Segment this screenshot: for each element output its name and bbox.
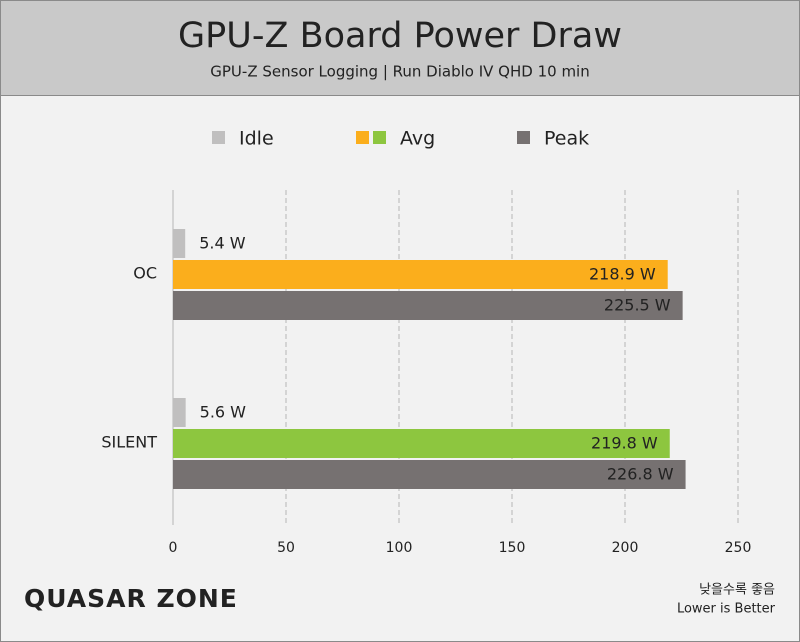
y-tick-label: SILENT	[101, 433, 157, 452]
bar	[173, 398, 186, 427]
chart-subtitle: GPU-Z Sensor Logging | Run Diablo IV QHD…	[210, 63, 589, 81]
annotation: 낮을수록 좋음	[699, 583, 775, 598]
legend-swatch	[356, 131, 369, 144]
legend-label: Avg	[400, 128, 435, 150]
data-label: 219.8 W	[591, 434, 658, 453]
x-tick-label: 100	[386, 540, 413, 556]
x-tick-label: 250	[725, 540, 752, 556]
legend-label: Peak	[544, 128, 589, 150]
legend-swatch	[212, 131, 225, 144]
chart-title: GPU-Z Board Power Draw	[178, 16, 622, 56]
legend-label: Idle	[239, 128, 274, 150]
legend-swatch	[373, 131, 386, 144]
data-label: 226.8 W	[607, 465, 674, 484]
bar	[173, 291, 683, 320]
x-tick-label: 0	[169, 540, 178, 556]
bar	[173, 229, 186, 258]
data-label: 5.4 W	[199, 234, 246, 253]
x-tick-label: 200	[612, 540, 639, 556]
logo: QUASAR ZONE	[24, 584, 238, 613]
legend-swatch	[517, 131, 530, 144]
x-tick-label: 50	[277, 540, 295, 556]
bar	[173, 429, 670, 458]
annotation: Lower is Better	[677, 602, 776, 617]
bar	[173, 260, 668, 289]
data-label: 225.5 W	[604, 296, 671, 315]
data-label: 5.6 W	[200, 403, 247, 422]
x-tick-label: 150	[499, 540, 526, 556]
header	[0, 0, 800, 95]
bar	[173, 460, 686, 489]
data-label: 218.9 W	[589, 265, 656, 284]
y-tick-label: OC	[133, 264, 157, 283]
